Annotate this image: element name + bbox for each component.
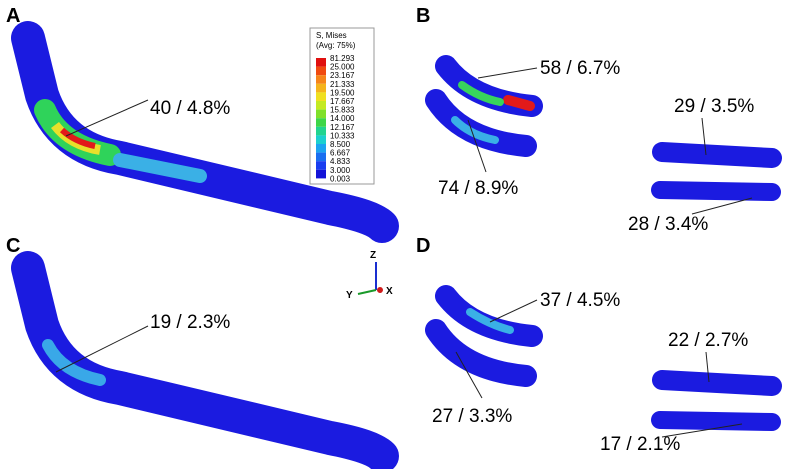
- panel-label: A: [6, 5, 20, 27]
- legend-swatch: [316, 75, 326, 84]
- model-a: [11, 21, 399, 243]
- legend-value: 81.293: [330, 54, 355, 63]
- annotation: 28 / 3.4%: [628, 214, 708, 235]
- leader-lines: [55, 67, 753, 438]
- legend-value: 10.333: [330, 131, 355, 140]
- triad-label: Z: [370, 250, 376, 261]
- legend-value: 3.000: [330, 166, 351, 175]
- annotation: 74 / 8.9%: [438, 178, 518, 199]
- annotation: 37 / 4.5%: [540, 290, 620, 311]
- legend-value: 6.667: [330, 149, 351, 158]
- legend-swatch: [316, 109, 326, 119]
- annotation: 22 / 2.7%: [668, 330, 748, 351]
- annotation: 19 / 2.3%: [150, 312, 230, 333]
- legend-swatch: [316, 66, 326, 76]
- legend-value: 23.167: [330, 71, 355, 80]
- legend-swatch: [316, 58, 326, 67]
- legend-value: 4.833: [330, 157, 351, 166]
- triad-label: X: [386, 286, 393, 297]
- panel-label: D: [416, 235, 430, 257]
- legend-title: (Avg: 75%): [316, 41, 356, 50]
- legend-swatch: [316, 169, 326, 179]
- legend-value: 12.167: [330, 123, 355, 132]
- legend-value: 17.667: [330, 97, 355, 106]
- panel-label: C: [6, 235, 20, 257]
- model-b: [425, 55, 782, 201]
- legend-swatch: [316, 83, 326, 93]
- legend-title: S, Mises: [316, 31, 347, 40]
- annotation: 40 / 4.8%: [150, 98, 230, 119]
- legend-value: 25.000: [330, 63, 355, 72]
- legend: S, Mises (Avg: 75%) 81.29325.00023.16721…: [309, 27, 375, 185]
- legend-swatch: [316, 101, 326, 110]
- panel-label: B: [416, 5, 430, 27]
- axis-triad: Z Y X: [346, 250, 393, 301]
- annotation: 58 / 6.7%: [540, 58, 620, 79]
- legend-swatch: [316, 92, 326, 101]
- legend-swatch: [316, 152, 326, 162]
- legend-swatch: [316, 118, 326, 127]
- legend-value: 14.000: [330, 114, 355, 123]
- legend-value: 0.003: [330, 174, 351, 183]
- legend-swatch: [316, 126, 326, 136]
- legend-swatch: [316, 161, 326, 170]
- annotation: 27 / 3.3%: [432, 406, 512, 427]
- annotation: 17 / 2.1%: [600, 434, 680, 455]
- triad-label: Y: [346, 290, 353, 301]
- model-c: [11, 251, 399, 469]
- legend-swatch: [316, 135, 326, 144]
- legend-value: 8.500: [330, 140, 351, 149]
- annotation: 29 / 3.5%: [674, 96, 754, 117]
- model-d: [425, 285, 782, 431]
- legend-value: 21.333: [330, 80, 355, 89]
- legend-value: 15.833: [330, 106, 355, 115]
- legend-swatch: [316, 144, 326, 153]
- legend-value: 19.500: [330, 88, 355, 97]
